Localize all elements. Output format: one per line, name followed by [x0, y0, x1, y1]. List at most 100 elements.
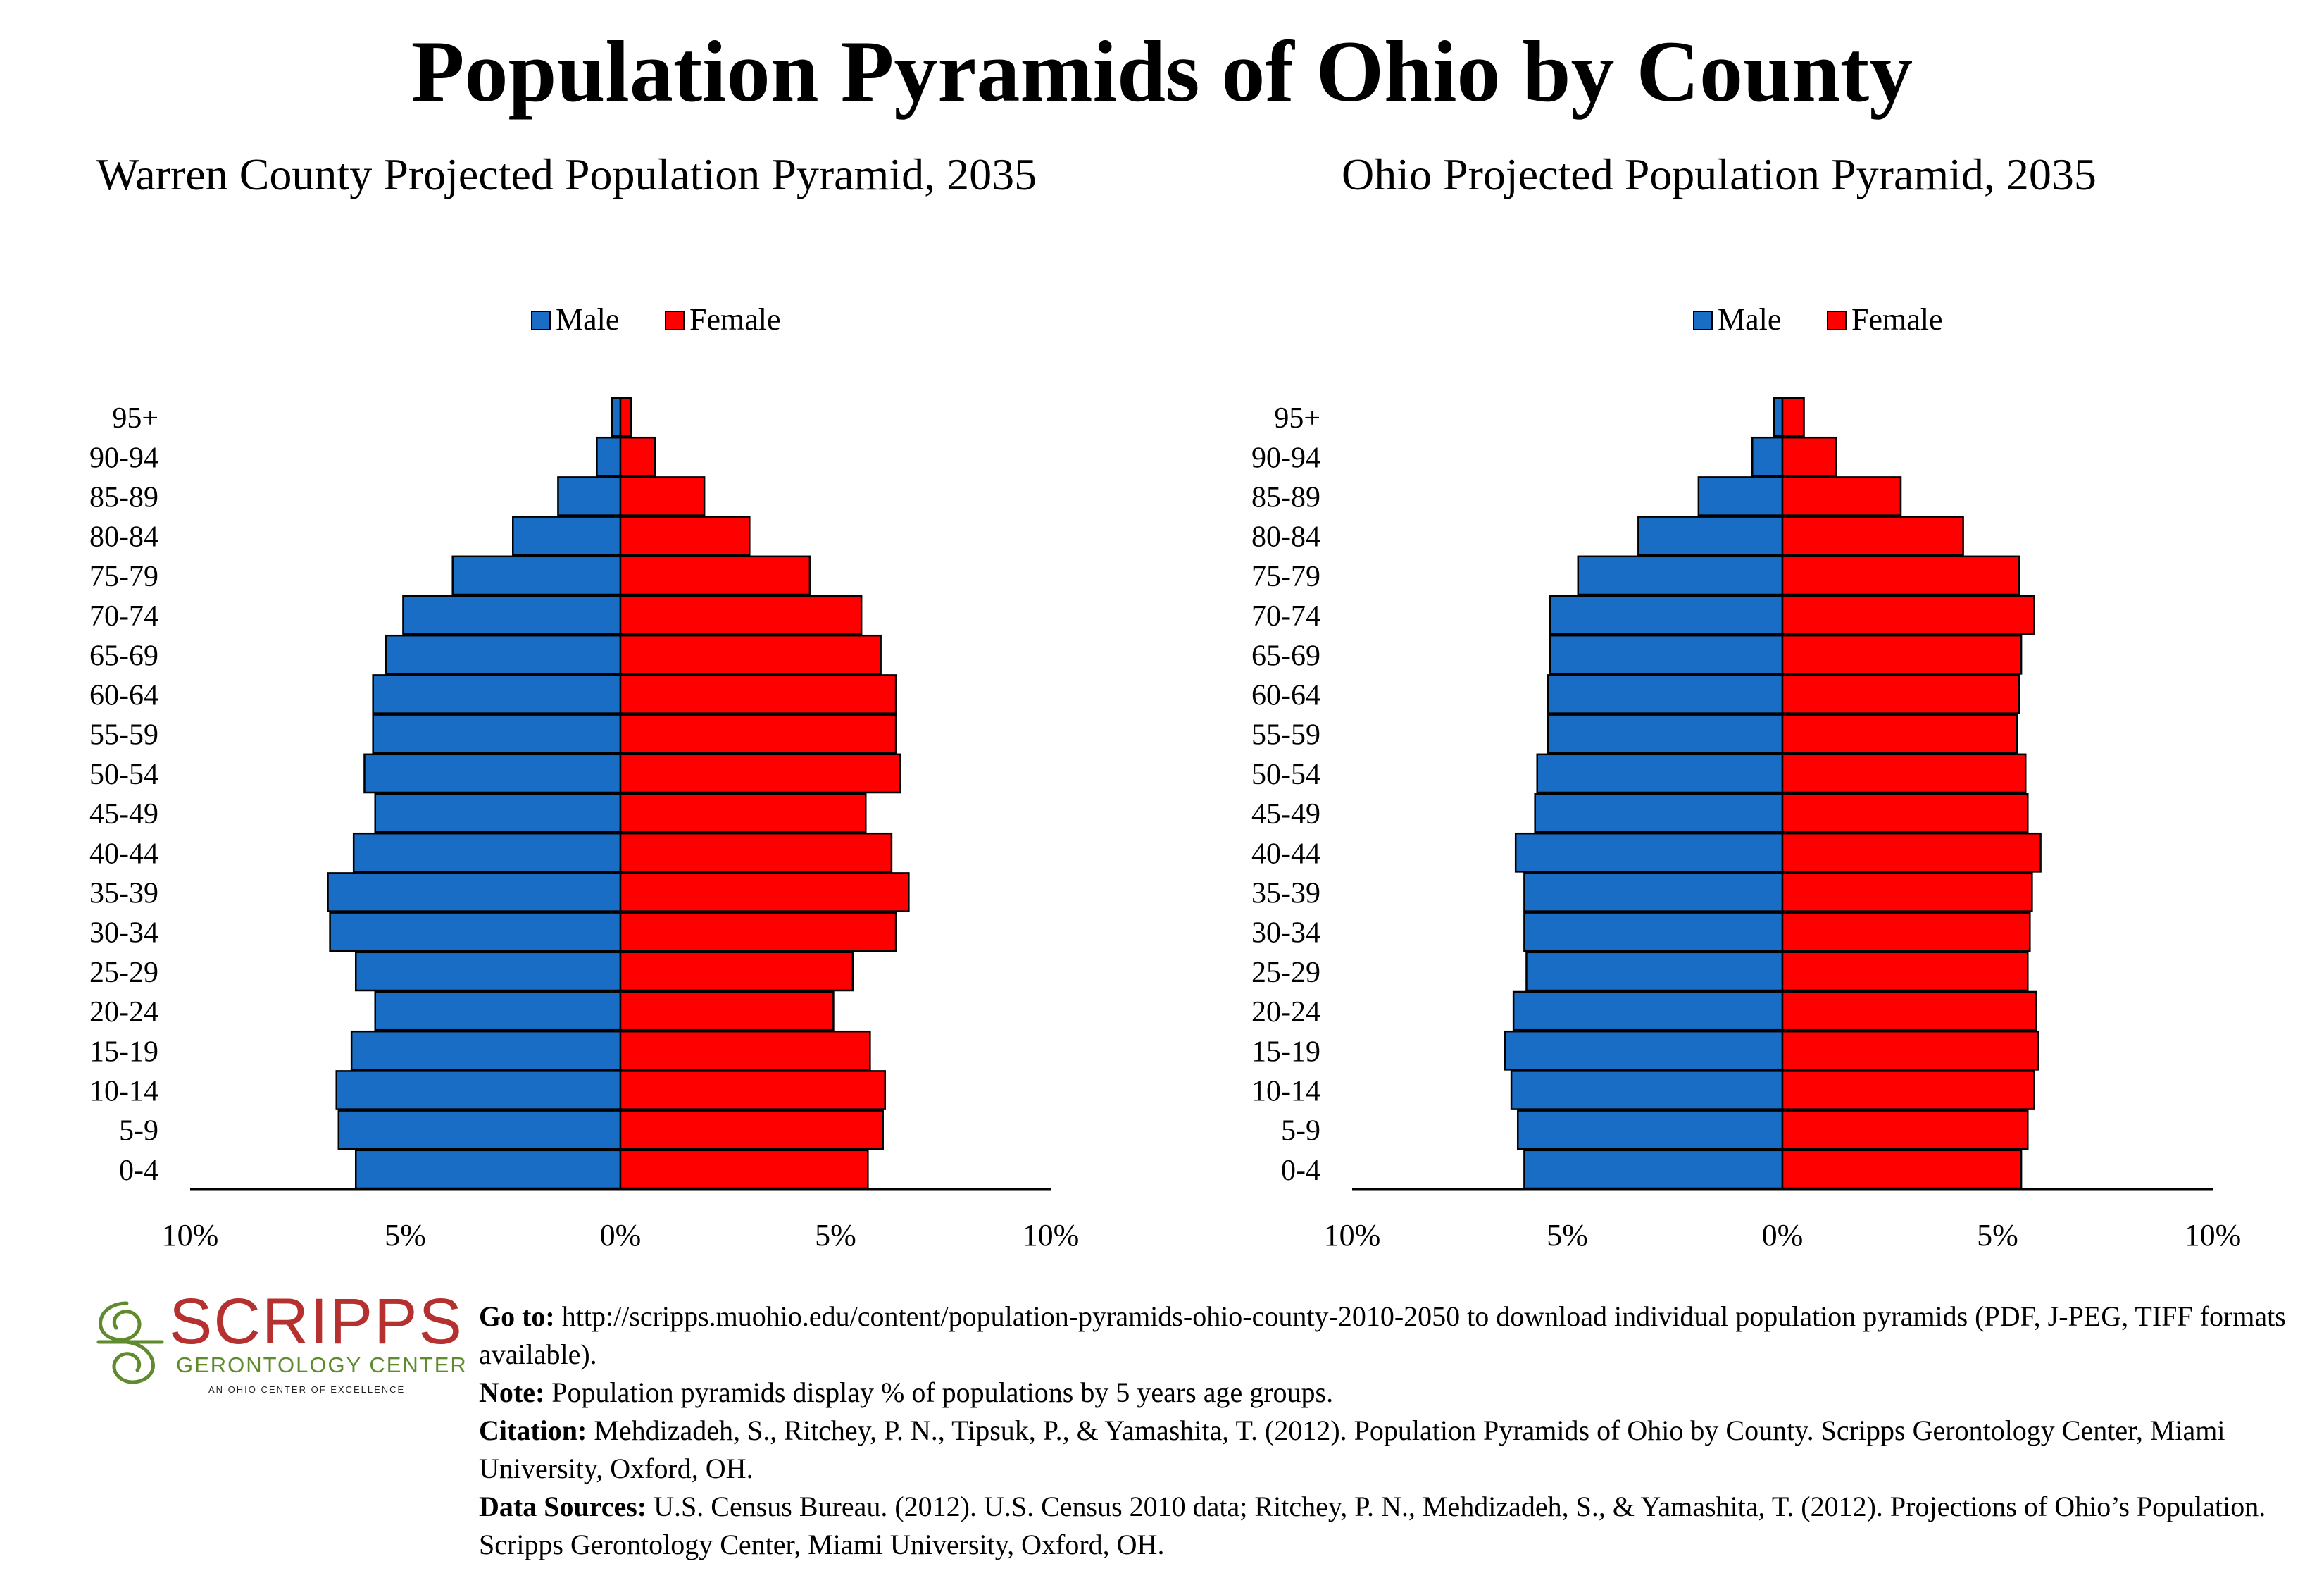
bar-male-10-14	[335, 1070, 622, 1110]
bar-male-10-14	[1510, 1070, 1784, 1110]
bar-female-25-29	[619, 951, 854, 992]
sources-label: Data Sources:	[479, 1491, 647, 1522]
legend-swatch-male	[531, 311, 551, 330]
bar-female-40-44	[619, 832, 893, 873]
age-label: 60-64	[1251, 680, 1320, 712]
bar-male-60-64	[1547, 674, 1784, 714]
bar-male-80-84	[512, 516, 622, 557]
bar-female-35-39	[619, 872, 910, 912]
legend-swatch-male	[1693, 311, 1713, 330]
footer-citation: Citation: Mehdizadeh, S., Ritchey, P. N.…	[479, 1412, 2310, 1488]
age-label: 50-54	[89, 759, 158, 791]
bar-male-60-64	[372, 674, 622, 714]
bar-female-20-24	[1781, 990, 2037, 1031]
age-label: 90-94	[89, 442, 158, 474]
bar-female-75-79	[1781, 555, 2020, 596]
bar-male-15-19	[1504, 1030, 1784, 1071]
age-label: 95+	[1274, 402, 1320, 435]
bar-female-35-39	[1781, 872, 2033, 912]
x-tick-label: 10%	[2185, 1218, 2242, 1253]
bar-male-70-74	[402, 595, 622, 635]
bar-male-80-84	[1637, 516, 1784, 557]
logo-wordmark: SCRIPPS	[169, 1286, 463, 1357]
bar-female-70-74	[619, 595, 863, 635]
legend-swatch-female	[665, 311, 685, 330]
chart-title-warren: Warren County Projected Population Pyram…	[96, 149, 1037, 199]
bar-female-90-94	[619, 436, 656, 477]
age-label: 50-54	[1251, 759, 1320, 791]
bar-female-10-14	[619, 1070, 887, 1110]
bar-male-35-39	[1523, 872, 1784, 912]
bar-male-95+	[611, 397, 622, 437]
bar-male-30-34	[1523, 912, 1784, 952]
age-label: 40-44	[1251, 838, 1320, 870]
bar-male-55-59	[372, 714, 622, 754]
legend-label-female: Female	[689, 302, 781, 337]
bar-female-85-89	[619, 476, 706, 516]
x-tick-label: 5%	[1977, 1218, 2018, 1253]
bar-male-0-4	[354, 1149, 622, 1190]
note-label: Note:	[479, 1376, 545, 1408]
citation-label: Citation:	[479, 1415, 587, 1446]
age-label: 85-89	[1251, 482, 1320, 514]
bar-female-80-84	[1781, 516, 1964, 557]
bar-male-65-69	[1549, 634, 1784, 675]
x-tick-label: 10%	[1023, 1218, 1080, 1253]
age-label: 35-39	[89, 878, 158, 910]
age-label: 70-74	[1251, 600, 1320, 633]
pyramid-chart-warren: Male Female 95+ 90-94 85-89 80-84 75-79 70-74 65…	[89, 302, 1080, 1253]
bar-female-85-89	[1781, 476, 1902, 516]
age-label: 20-24	[89, 996, 158, 1028]
x-tick-label: 5%	[385, 1218, 426, 1253]
age-label: 80-84	[89, 521, 158, 554]
bar-female-30-34	[619, 912, 897, 952]
bar-female-45-49	[1781, 792, 2029, 833]
x-tick-label: 0%	[1762, 1218, 1804, 1253]
bar-male-75-79	[451, 555, 622, 596]
age-label: 55-59	[1251, 719, 1320, 752]
bar-female-65-69	[619, 634, 882, 675]
bar-female-15-19	[619, 1030, 871, 1071]
bar-female-55-59	[1781, 714, 2018, 754]
legend-swatch-female	[1827, 311, 1847, 330]
footer-sources: Data Sources: U.S. Census Bureau. (2012)…	[479, 1488, 2310, 1564]
bar-female-30-34	[1781, 912, 2031, 952]
goto-text: http://scripps.muohio.edu/content/popula…	[479, 1300, 2286, 1370]
age-label: 70-74	[89, 600, 158, 633]
bar-male-45-49	[1534, 792, 1784, 833]
bar-male-75-79	[1577, 555, 1784, 596]
footer-notes: Go to: http://scripps.muohio.edu/content…	[479, 1298, 2310, 1564]
bar-female-10-14	[1781, 1070, 2035, 1110]
bar-female-65-69	[1781, 634, 2023, 675]
pyramid-chart-ohio: Male Female 95+ 90-94 85-89 80-84 75-79 70-74 65…	[1251, 302, 2242, 1253]
age-label: 35-39	[1251, 878, 1320, 910]
legend-label-male: Male	[556, 302, 619, 337]
age-label: 10-14	[89, 1076, 158, 1108]
age-label: 95+	[112, 402, 158, 435]
chart-title-ohio: Ohio Projected Population Pyramid, 2035	[1342, 149, 2097, 199]
bar-male-5-9	[337, 1110, 622, 1150]
bar-female-5-9	[619, 1110, 884, 1150]
scripps-logo: SCRIPPS GERONTOLOGY CENTER AN OHIO CENTE…	[85, 1286, 468, 1409]
logo-subtitle: GERONTOLOGY CENTER	[176, 1353, 468, 1377]
age-label: 85-89	[89, 482, 158, 514]
swirl-icon	[96, 1301, 164, 1384]
age-label: 80-84	[1251, 521, 1320, 554]
bar-female-0-4	[619, 1149, 869, 1190]
legend: Male Female	[531, 302, 781, 337]
bar-female-60-64	[1781, 674, 2020, 714]
legend: Male Female	[1693, 302, 1943, 337]
age-label: 65-69	[1251, 640, 1320, 672]
bar-male-45-49	[374, 792, 622, 833]
bar-male-20-24	[374, 990, 622, 1031]
bar-female-90-94	[1781, 436, 1837, 477]
bar-male-90-94	[1751, 436, 1784, 477]
age-label: 20-24	[1251, 996, 1320, 1028]
bar-male-65-69	[385, 634, 622, 675]
bar-female-0-4	[1781, 1149, 2023, 1190]
bar-male-50-54	[363, 753, 622, 794]
footer-note: Note: Population pyramids display % of p…	[479, 1374, 2310, 1412]
age-label: 40-44	[89, 838, 158, 870]
bar-female-5-9	[1781, 1110, 2029, 1150]
citation-text: Mehdizadeh, S., Ritchey, P. N., Tipsuk, …	[479, 1415, 2225, 1484]
